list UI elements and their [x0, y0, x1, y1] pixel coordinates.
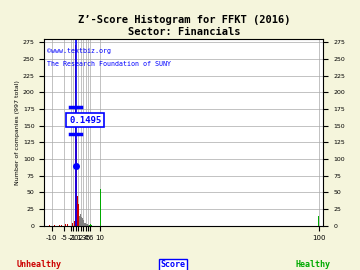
Bar — [78, 204, 79, 226]
Text: Score: Score — [160, 260, 185, 269]
Bar — [47, 225, 48, 226]
Bar — [49, 225, 50, 226]
Bar — [89, 225, 90, 226]
Bar — [84, 223, 85, 226]
Bar — [88, 225, 89, 226]
Bar — [61, 225, 62, 226]
Text: 0.1495: 0.1495 — [69, 116, 102, 125]
Bar — [54, 225, 55, 226]
Bar — [72, 223, 73, 226]
Title: Z’-Score Histogram for FFKT (2016)
Sector: Financials: Z’-Score Histogram for FFKT (2016) Secto… — [78, 15, 290, 37]
Bar — [100, 189, 101, 226]
Bar — [82, 219, 83, 226]
Bar — [51, 225, 52, 226]
Bar — [67, 224, 68, 226]
Text: ©www.textbiz.org: ©www.textbiz.org — [47, 49, 111, 55]
Bar — [74, 221, 75, 226]
Bar — [79, 216, 80, 226]
Bar — [83, 220, 84, 226]
Text: The Research Foundation of SUNY: The Research Foundation of SUNY — [47, 60, 171, 66]
Text: Healthy: Healthy — [296, 260, 331, 269]
Bar — [80, 214, 81, 226]
Bar — [76, 139, 77, 226]
Bar — [90, 224, 91, 226]
Bar — [86, 224, 87, 226]
Y-axis label: Number of companies (997 total): Number of companies (997 total) — [15, 80, 20, 185]
Bar — [70, 224, 71, 226]
Bar — [65, 224, 66, 226]
Bar — [81, 217, 82, 226]
Bar — [318, 216, 319, 226]
Bar — [91, 225, 92, 226]
Bar — [85, 223, 86, 226]
Bar — [75, 45, 76, 226]
Bar — [87, 224, 88, 226]
Text: Unhealthy: Unhealthy — [17, 260, 62, 269]
Bar — [77, 196, 78, 226]
